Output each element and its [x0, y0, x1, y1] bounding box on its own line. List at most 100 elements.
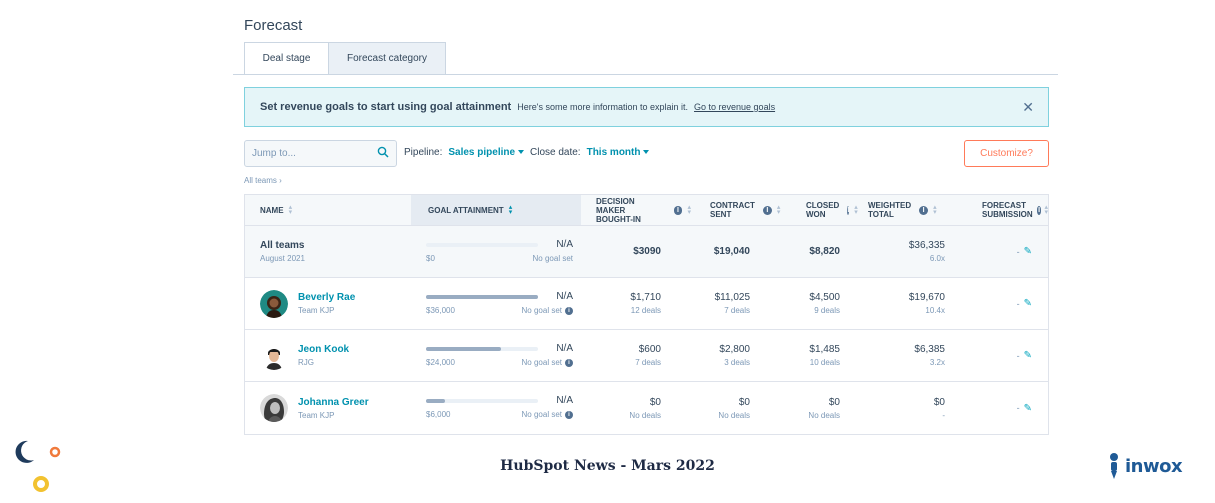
breadcrumb[interactable]: All teams ›: [244, 176, 282, 185]
goal-status: No goal set i: [522, 358, 573, 367]
info-icon[interactable]: i: [1036, 205, 1042, 215]
closed-cell: $0 No deals: [750, 382, 840, 434]
table-row[interactable]: All teams August 2021 N/A $0 No goal set …: [245, 226, 1048, 278]
rep-name-link[interactable]: Beverly Rae: [298, 292, 356, 303]
pencil-icon[interactable]: ✎: [1023, 402, 1032, 414]
goal-progress-fill: [426, 346, 502, 351]
closed-cell: $1,485 10 deals: [750, 330, 840, 381]
col-decision-maker[interactable]: Decision maker bought-in i ▴ ▾: [596, 196, 691, 224]
goal-na: N/A: [556, 395, 573, 406]
customize-button[interactable]: Customize?: [964, 140, 1049, 167]
avatar: [260, 394, 288, 422]
goal-amount: $24,000: [426, 358, 455, 367]
decision-cell: $0 No deals: [581, 382, 661, 434]
sort-icon: ▴ ▾: [1044, 204, 1048, 216]
forecast-value: -: [1016, 298, 1020, 309]
rep-name-link[interactable]: Jeon Kook: [298, 344, 350, 355]
forecast-cell: - ✎: [945, 278, 1048, 329]
decision-value: $3090: [633, 246, 661, 257]
name-cell: Johanna Greer Team KJP: [245, 382, 411, 434]
pencil-icon[interactable]: ✎: [1023, 246, 1032, 257]
name-cell: Beverly Rae Team KJP: [245, 278, 411, 329]
info-icon[interactable]: i: [565, 306, 573, 315]
decision-cell: $600 7 deals: [581, 330, 661, 381]
row-subtitle: August 2021: [260, 254, 305, 263]
search-input[interactable]: Jump to...: [244, 140, 397, 167]
tab-bar: Deal stage Forecast category: [244, 42, 446, 75]
chevron-right-icon: ›: [279, 176, 282, 185]
contract-deals: 3 deals: [724, 358, 750, 367]
pipeline-dropdown[interactable]: Sales pipeline: [448, 147, 525, 158]
page-title: Forecast: [244, 17, 303, 34]
info-icon[interactable]: i: [565, 358, 573, 367]
col-contract-sent[interactable]: Contract sent i ▴ ▾: [710, 201, 781, 219]
closed-cell: $8,820: [750, 226, 840, 277]
goal-cell: N/A $6,000 No goal set i: [411, 382, 581, 434]
contract-value: $11,025: [714, 292, 750, 303]
forecast-cell: - ✎: [945, 382, 1048, 434]
row-subtitle: RJG: [298, 358, 314, 367]
avatar: [260, 341, 288, 370]
pencil-icon[interactable]: ✎: [1023, 298, 1032, 309]
info-icon[interactable]: i: [565, 410, 573, 419]
goal-amount: $0: [426, 254, 435, 263]
rep-name-link[interactable]: Johanna Greer: [298, 396, 369, 408]
weighted-cell: $0 -: [840, 382, 945, 434]
row-name: All teams: [260, 240, 305, 251]
table-row[interactable]: Beverly Rae Team KJP N/A $36,000 No goal …: [245, 278, 1048, 330]
table-row[interactable]: Johanna Greer Team KJP N/A $6,000 No goal…: [245, 382, 1048, 434]
decision-value: $0: [649, 396, 661, 408]
closed-value: $0: [828, 396, 840, 408]
decision-cell: $3090: [581, 226, 661, 277]
decision-cell: $1,710 12 deals: [581, 278, 661, 329]
goal-progress-fill: [426, 398, 446, 403]
closed-deals: 9 deals: [814, 306, 840, 315]
weighted-cell: $36,335 6.0x: [840, 226, 945, 277]
moon-icon: [15, 440, 34, 463]
weighted-multiplier: 10.4x: [925, 306, 945, 315]
info-icon[interactable]: i: [673, 205, 683, 215]
col-forecast-submission[interactable]: Forecast submission i ▴ ▾: [982, 201, 1048, 219]
info-icon[interactable]: i: [847, 205, 850, 215]
closed-deals: 10 deals: [809, 358, 840, 367]
decision-value: $1,710: [630, 292, 661, 303]
closed-value: $1,485: [809, 344, 840, 355]
contract-deals: No deals: [718, 410, 750, 420]
sort-icon: ▴ ▾: [854, 204, 858, 216]
goal-status: No goal set i: [522, 410, 573, 419]
table-header: Name ▴ ▾ Goal attainment ▴ ▾ Decision maker b…: [245, 195, 1048, 226]
col-name[interactable]: Name ▴ ▾: [260, 204, 293, 216]
decorative-shapes: [15, 440, 61, 492]
revenue-goals-link[interactable]: Go to revenue goals: [694, 102, 776, 112]
decision-deals: 12 deals: [630, 306, 661, 315]
goal-progress-bar: [426, 242, 538, 247]
banner-title: Set revenue goals to start using goal at…: [260, 101, 512, 113]
inwox-logo-icon: [1110, 453, 1118, 479]
closed-value: $8,820: [809, 246, 840, 257]
goal-amount: $6,000: [426, 410, 451, 419]
pencil-icon[interactable]: ✎: [1023, 350, 1032, 361]
goal-na: N/A: [556, 239, 573, 250]
footer-title: HubSpot News - Mars 2022: [500, 458, 715, 474]
tabs-divider: [233, 74, 1058, 75]
weighted-multiplier: 6.0x: [929, 254, 945, 263]
table-row[interactable]: Jeon Kook RJG N/A $24,000 No goal set i $6…: [245, 330, 1048, 382]
contract-cell: $0 No deals: [661, 382, 750, 434]
close-date-dropdown[interactable]: This month: [587, 147, 650, 158]
goal-na: N/A: [556, 343, 573, 354]
orange-circle-icon: [49, 446, 61, 458]
sort-icon: ▴ ▾: [933, 204, 937, 216]
col-weighted-total[interactable]: Weighted total i ▴ ▾: [868, 201, 937, 219]
forecast-cell: - ✎: [945, 330, 1048, 381]
forecast-value: -: [1016, 350, 1020, 361]
info-icon[interactable]: i: [919, 205, 929, 215]
info-icon[interactable]: i: [762, 205, 772, 215]
tab-deal-stage[interactable]: Deal stage: [244, 42, 329, 75]
close-icon[interactable]: ✕: [1022, 99, 1034, 115]
forecast-cell: - ✎: [945, 226, 1048, 277]
weighted-multiplier: -: [942, 410, 945, 420]
tab-forecast-category[interactable]: Forecast category: [329, 42, 446, 75]
goal-amount: $36,000: [426, 306, 455, 315]
col-goal-attainment[interactable]: Goal attainment ▴ ▾: [411, 195, 581, 225]
